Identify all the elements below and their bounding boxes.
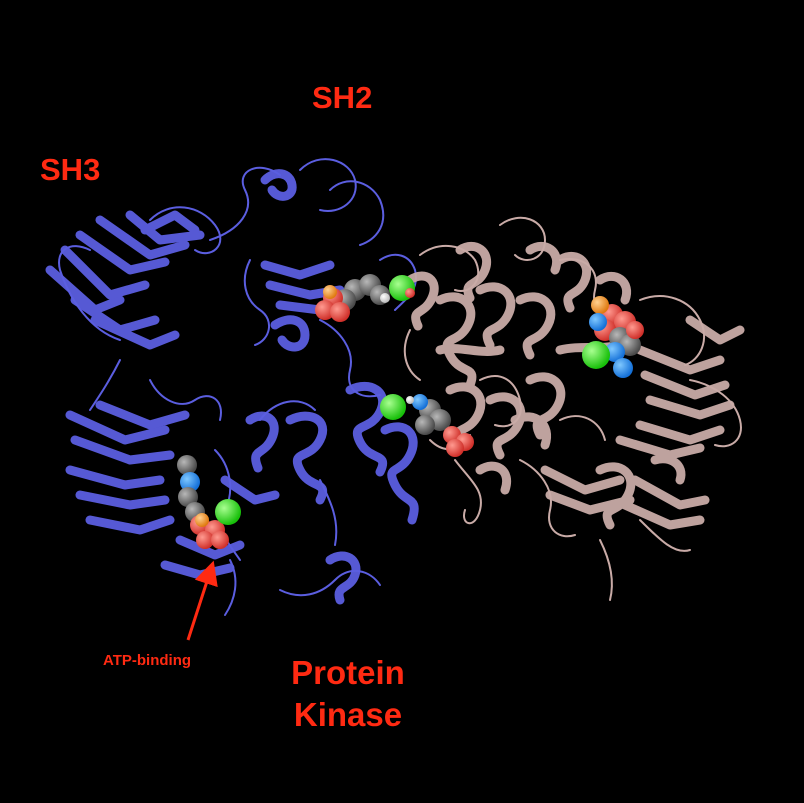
pink-protein-chain — [403, 216, 745, 601]
atp-arrow — [186, 560, 218, 641]
sh3-label: SH3 — [40, 152, 101, 187]
protein-kinase-label-line2: Kinase — [293, 696, 403, 733]
ligand-spheres — [582, 296, 644, 378]
sh2-label: SH2 — [312, 80, 373, 115]
ligand-spheres — [177, 455, 241, 549]
protein-kinase-label-line1: Protein — [291, 654, 405, 691]
protein-kinase-label: Protein Kinase — [284, 652, 412, 736]
ligand-spheres — [380, 394, 474, 457]
blue-protein-chain — [45, 158, 419, 616]
atp-binding-label: ATP-binding — [103, 652, 192, 669]
ligand-spheres — [315, 274, 415, 322]
